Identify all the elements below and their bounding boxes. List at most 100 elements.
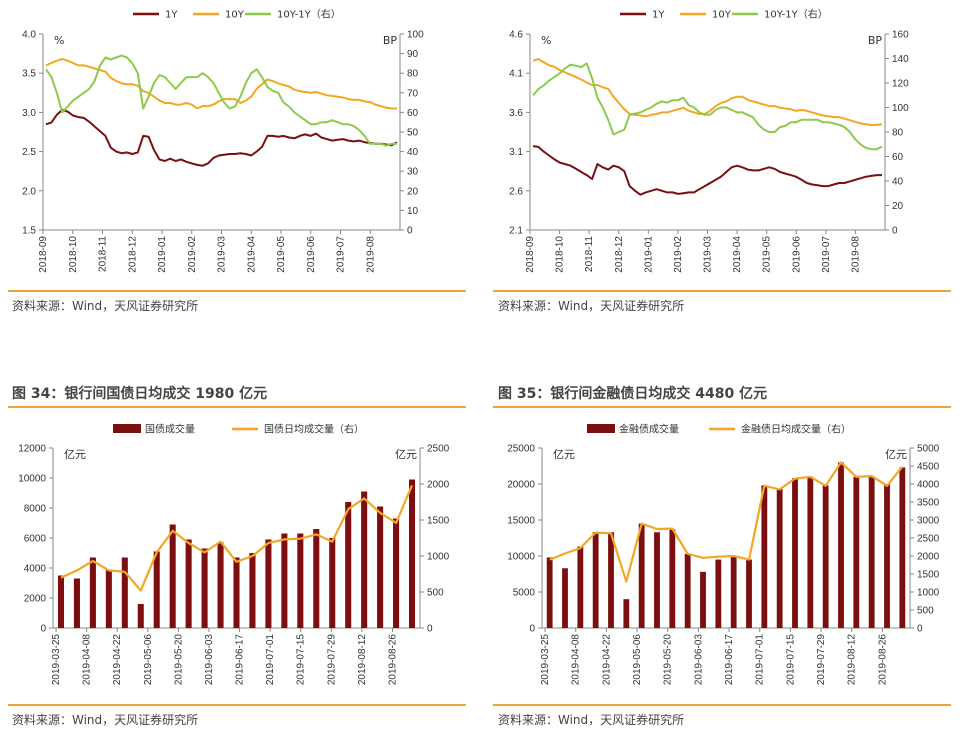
- divider-fig34: [8, 406, 466, 408]
- y-tick-label-right: 80: [892, 128, 904, 139]
- x-tick-label: 2019-07-29: [326, 634, 337, 686]
- legend-label: 金融债日均成交量（右）: [741, 423, 851, 436]
- bar: [884, 484, 890, 628]
- x-tick-label: 2019-04-08: [82, 634, 93, 686]
- bar: [329, 538, 336, 628]
- source-note-top-right: 资料来源：Wind，天风证券研究所: [498, 299, 685, 313]
- series-line-金融债日均成交量（右）: [549, 461, 904, 583]
- y-tick-label-left: 4000: [24, 564, 47, 575]
- bar: [105, 569, 112, 628]
- y-tick-label-left: 4.1: [509, 69, 523, 80]
- legend-label: 10Y-1Y（右）: [277, 8, 341, 21]
- bar: [546, 557, 553, 628]
- x-tick-label: 2018-11: [98, 236, 109, 272]
- x-tick-label: 2019-03-25: [51, 634, 62, 686]
- bar: [654, 532, 660, 628]
- y-tick-label-right: 0: [917, 624, 923, 635]
- y-tick-label-left: 2.1: [509, 226, 523, 237]
- y-tick-label-left: 10000: [18, 474, 46, 485]
- x-tick-label: 2019-08: [365, 236, 376, 273]
- bar: [684, 553, 691, 628]
- x-tick-label: 2019-05: [276, 236, 287, 273]
- x-tick-label: 2019-04: [246, 236, 257, 273]
- series-line-国债日均成交量（右）: [60, 484, 414, 592]
- y-tick-label-left: 3.6: [509, 108, 523, 119]
- bar: [669, 529, 676, 628]
- bar: [313, 529, 320, 628]
- legend-label: 1Y: [652, 10, 665, 21]
- y-tick-label-right: 80: [407, 69, 419, 80]
- y-tick-label-right: 1000: [917, 588, 940, 599]
- bar: [265, 539, 272, 628]
- legend-label: 1Y: [165, 10, 178, 21]
- y-tick-label-right: 4500: [917, 462, 940, 473]
- x-tick-label: 2018-10: [555, 236, 566, 273]
- x-tick-label: 2019-02: [673, 236, 684, 273]
- x-tick-label: 2019-07-29: [816, 634, 827, 686]
- y-tick-label-left: 4.6: [509, 30, 523, 41]
- bar: [746, 559, 752, 628]
- series-line-10Y-1Y（右）: [45, 54, 397, 147]
- y-tick-label-right: 5000: [917, 444, 940, 455]
- bar: [185, 539, 192, 628]
- x-tick-label: 2019-07-15: [785, 634, 796, 686]
- y-tick-label-left: 0: [529, 624, 535, 635]
- y-tick-label-right: 1000: [427, 552, 450, 563]
- y-tick-label-left: 3.1: [509, 147, 523, 158]
- unit-label-left: %: [54, 34, 64, 47]
- x-tick-label: 2019-06: [791, 236, 802, 273]
- bar: [393, 518, 400, 628]
- unit-label-right: 亿元: [885, 448, 907, 461]
- legend-swatch: [587, 424, 615, 433]
- bar: [730, 556, 737, 628]
- bar: [577, 546, 584, 628]
- x-tick-label: 2019-06: [306, 236, 317, 273]
- x-tick-label: 2019-05-20: [663, 634, 674, 686]
- bar: [201, 548, 208, 628]
- legend-label: 金融债成交量: [619, 423, 679, 436]
- x-tick-label: 2019-05-06: [632, 634, 643, 686]
- x-tick-label: 2018-12: [614, 236, 625, 273]
- bar: [73, 578, 80, 628]
- bar: [899, 467, 906, 628]
- y-tick-label-left: 15000: [507, 516, 535, 527]
- y-tick-label-left: 20000: [507, 480, 535, 491]
- x-tick-label: 2019-03: [217, 236, 228, 273]
- series-line-10Y: [532, 58, 883, 126]
- legend-label: 10Y-1Y（右）: [764, 8, 828, 21]
- legend-label: 国债日均成交量（右）: [264, 423, 364, 436]
- y-tick-label-right: 50: [407, 128, 419, 139]
- x-tick-label: 2019-07: [821, 236, 832, 273]
- x-tick-label: 2019-08-26: [877, 634, 888, 686]
- y-tick-label-right: 2000: [427, 480, 450, 491]
- y-tick-label-right: 2500: [427, 444, 450, 455]
- source-note-bottom-left: 资料来源：Wind，天风证券研究所: [12, 713, 199, 727]
- y-tick-label-right: 0: [427, 624, 433, 635]
- bar: [121, 557, 128, 628]
- x-tick-label: 2019-04-22: [601, 634, 612, 686]
- y-tick-label-right: 500: [917, 606, 934, 617]
- y-tick-label-right: 20: [407, 186, 419, 197]
- bar: [57, 575, 65, 628]
- y-tick-label-left: 3.0: [22, 108, 36, 119]
- x-tick-label: 2019-07-15: [296, 634, 307, 686]
- x-tick-label: 2019-01: [643, 236, 654, 273]
- bar: [838, 462, 844, 628]
- legend-label: 10Y: [225, 10, 245, 21]
- source-note-top-left: 资料来源：Wind，天风证券研究所: [12, 299, 199, 313]
- x-tick-label: 2019-04-22: [112, 634, 123, 686]
- unit-label-right: BP: [383, 34, 398, 47]
- bar: [822, 485, 829, 628]
- bar: [169, 524, 176, 628]
- y-tick-label-left: 4.0: [22, 30, 36, 41]
- x-tick-label: 2019-06-03: [204, 634, 215, 686]
- bar: [361, 491, 368, 628]
- y-tick-label-left: 10000: [507, 552, 535, 563]
- bar: [233, 557, 240, 628]
- unit-label-right: BP: [868, 34, 883, 47]
- y-tick-label-right: 500: [427, 588, 444, 599]
- bar: [217, 542, 224, 628]
- y-tick-label-right: 20: [892, 201, 904, 212]
- bar: [715, 559, 722, 628]
- y-tick-label-left: 6000: [24, 534, 47, 545]
